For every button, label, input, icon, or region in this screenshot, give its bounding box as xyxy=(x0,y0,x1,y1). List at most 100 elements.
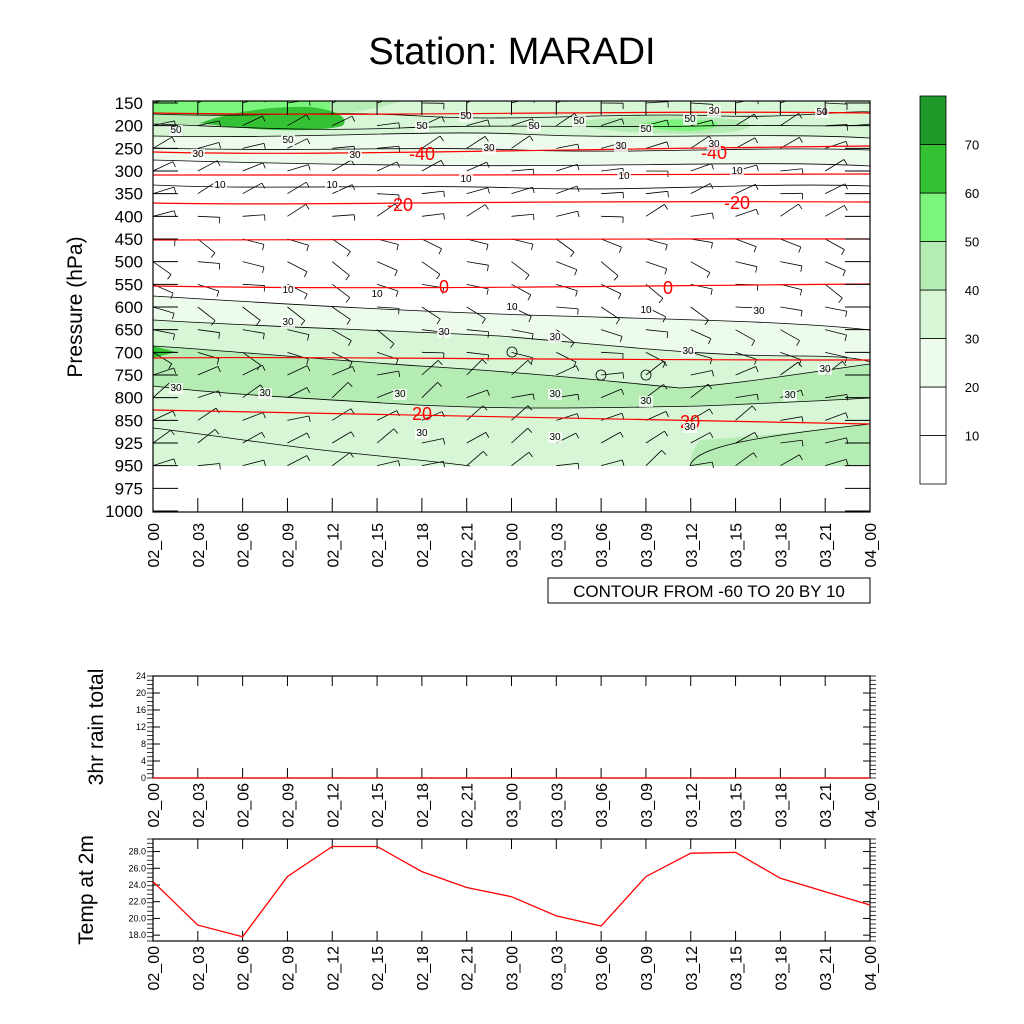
wind-barb-shaft xyxy=(556,283,578,292)
wind-barb-shaft xyxy=(645,384,664,398)
wind-barb-flag xyxy=(845,412,849,419)
colorbar-box xyxy=(919,95,947,145)
wind-barb-shaft xyxy=(735,329,755,341)
wind-barb-flag xyxy=(170,292,174,299)
temperature-contour-line xyxy=(153,409,870,425)
wind-barb-flag xyxy=(481,359,487,364)
temperature-contour-line xyxy=(153,145,870,154)
wind-barb-shaft xyxy=(556,238,575,253)
wind-barb-shaft xyxy=(242,214,265,217)
wind-barb-shaft xyxy=(780,329,800,341)
time-tick-label: 02_06 xyxy=(236,523,253,568)
wind-barb-flag xyxy=(658,298,664,304)
wind-barb-flag xyxy=(711,242,713,249)
wind-barb-shaft xyxy=(511,351,533,359)
wind-barb-flag xyxy=(527,360,533,366)
wind-barb-flag xyxy=(751,405,757,411)
wind-barb-shaft xyxy=(376,410,397,421)
wind-barb-flag xyxy=(394,203,399,209)
wind-barb-flag xyxy=(350,408,355,414)
speed-contour-label: 30 xyxy=(682,346,694,357)
wind-barb-flag xyxy=(755,184,759,190)
temperature-contour-line xyxy=(153,356,870,361)
speed-contour-label: 50 xyxy=(640,124,652,135)
wind-barb-shaft xyxy=(780,101,788,104)
speed-label-bg xyxy=(707,106,721,117)
wind-barb-shaft xyxy=(197,238,216,254)
wind-barb-shaft xyxy=(332,184,353,195)
wind-barb-flag xyxy=(575,365,580,372)
wind-barb-flag xyxy=(577,308,579,315)
temperature-contour-line xyxy=(153,283,870,289)
wind-barb-shaft xyxy=(556,351,577,363)
wind-barb-flag xyxy=(486,389,490,396)
wind-barb-shaft xyxy=(287,455,308,467)
wind-barb-flag xyxy=(844,183,848,190)
wind-barb-flag xyxy=(396,244,399,251)
wind-barb-shaft xyxy=(466,187,488,195)
wind-barb-flag xyxy=(890,267,891,273)
wind-barb-flag xyxy=(170,429,175,436)
speed-label-bg xyxy=(258,388,272,399)
wind-barb-flag xyxy=(618,293,622,300)
wind-barb-flag xyxy=(347,382,353,387)
time-tick-label: 03_06 xyxy=(594,523,611,568)
wind-barb-shaft xyxy=(153,161,174,172)
x-tick-label: 02_18 xyxy=(415,946,432,991)
wind-barb-flag xyxy=(346,251,351,257)
wind-barb-flag xyxy=(891,332,892,338)
wind-barb-shaft xyxy=(421,306,441,320)
pressure-tick-label: 150 xyxy=(115,94,143,113)
temperature-contour-label: 0 xyxy=(439,277,449,297)
speed-label-bg xyxy=(572,116,586,127)
wind-barb-shaft xyxy=(242,142,265,149)
wind-barb-shaft xyxy=(197,366,219,376)
wind-barb-shaft xyxy=(242,182,263,195)
wind-barb-flag xyxy=(210,252,216,258)
speed-label-bg xyxy=(548,432,562,443)
x-tick-label: 03_06 xyxy=(594,946,611,991)
x-tick-label: 03_12 xyxy=(684,783,701,828)
speed-label-bg xyxy=(639,305,653,316)
wind-barb-flag xyxy=(218,120,221,127)
x-tick-label: 02_15 xyxy=(370,783,387,828)
wind-barb-shaft xyxy=(869,352,870,353)
wind-barb-flag xyxy=(256,320,261,326)
x-tick-label: 03_03 xyxy=(549,946,566,991)
calm-wind-circle xyxy=(506,346,518,358)
wind-barb-shaft xyxy=(825,458,847,467)
wind-barb-flag xyxy=(712,462,714,469)
wind-barb-shaft xyxy=(287,164,309,172)
wind-barb-flag xyxy=(797,361,803,368)
speed-label-bg xyxy=(752,306,766,317)
x-tick-label: 03_18 xyxy=(773,783,790,828)
wind-barb-flag xyxy=(174,101,177,104)
wind-barb-flag xyxy=(845,311,848,318)
wind-barb-flag xyxy=(349,361,353,368)
speed-contour-label: 30 xyxy=(549,389,561,400)
x-tick-label: 04_00 xyxy=(863,783,880,828)
wind-barb-flag xyxy=(619,336,623,343)
wind-barb-flag xyxy=(842,270,846,277)
y-tick-label: 20 xyxy=(136,688,146,698)
colorbar: 10 20 30 40 50 60 70 xyxy=(919,95,979,485)
wind-barb-shaft xyxy=(735,101,747,104)
wind-barb-shaft xyxy=(601,351,624,354)
wind-barb-shaft xyxy=(690,408,710,421)
x-tick-label: 03_09 xyxy=(639,946,656,991)
wind-barb-flag xyxy=(304,293,308,300)
wind-barb-shaft xyxy=(466,351,489,356)
wind-barb-shaft xyxy=(690,383,709,398)
wind-barb-shaft xyxy=(332,408,352,421)
speed-label-bg xyxy=(393,389,407,400)
wind-barb-flag xyxy=(755,366,759,373)
wind-barb-shaft xyxy=(376,370,399,376)
wind-barb-flag xyxy=(351,116,356,122)
speed-contour-label: 10 xyxy=(506,302,518,313)
wind-barb-shaft xyxy=(377,145,399,149)
band-jet-core xyxy=(200,106,345,131)
wind-barb-flag xyxy=(667,191,669,198)
wind-barb-flag xyxy=(710,288,713,295)
wind-barb-flag xyxy=(796,340,800,346)
